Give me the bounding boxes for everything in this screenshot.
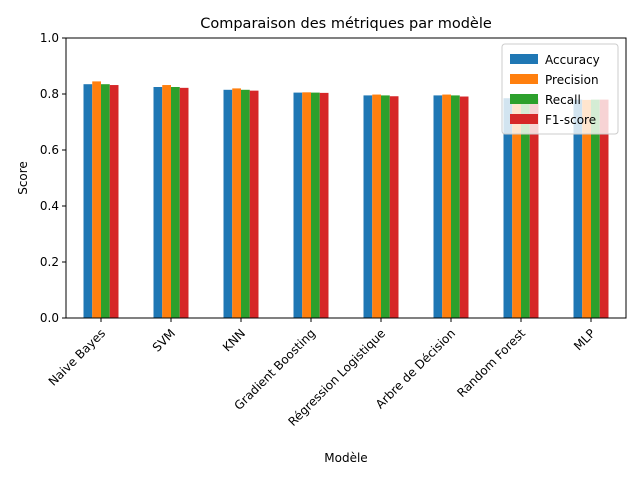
plot-frame [65, 37, 627, 319]
legend: Accuracy Precision Recall F1-score [501, 43, 619, 135]
bar-f1-score-3 [319, 92, 329, 318]
bar-f1-score-0 [109, 85, 119, 318]
bar-recall-3 [311, 92, 320, 318]
x-tick-label: SVM [150, 326, 178, 354]
bar-precision-4 [372, 94, 381, 318]
bar-precision-6 [512, 97, 521, 318]
bar-f1-score-4 [389, 96, 399, 319]
y-tick-label: 0.0 [40, 311, 59, 325]
x-axis-label: Modèle [324, 451, 367, 465]
legend-label: Accuracy [545, 53, 600, 67]
x-tick-label: Arbre de Décision [373, 326, 458, 411]
y-axis: 0.0 0.2 0.4 0.6 0.8 1.0 [40, 31, 66, 325]
bar-accuracy-5 [433, 95, 443, 319]
x-tick-label: Naive Bayes [46, 326, 108, 388]
bar-accuracy-7 [573, 99, 583, 318]
bar-precision-3 [302, 92, 311, 318]
legend-swatch-recall [510, 94, 538, 104]
bar-accuracy-2 [223, 89, 233, 318]
bar-f1-score-2 [249, 90, 259, 318]
bar-recall-7 [591, 99, 600, 318]
bar-accuracy-1 [153, 87, 163, 318]
bar-recall-4 [381, 95, 390, 319]
y-tick-label: 0.4 [40, 199, 59, 213]
bar-recall-1 [171, 87, 180, 318]
legend-label: F1-score [545, 113, 596, 127]
bar-f1-score-6 [529, 98, 539, 318]
bar-precision-1 [162, 85, 171, 318]
bar-f1-score-7 [599, 99, 609, 318]
y-tick-label: 1.0 [40, 31, 59, 45]
bar-accuracy-6 [503, 98, 513, 318]
legend-label: Recall [545, 93, 581, 107]
legend-swatch-f1-score [510, 114, 538, 124]
bar-precision-7 [582, 99, 591, 318]
bar-precision-5 [442, 94, 451, 318]
bar-recall-6 [521, 98, 530, 318]
y-tick-label: 0.8 [40, 87, 59, 101]
legend-label: Precision [545, 73, 599, 87]
y-tick-label: 0.6 [40, 143, 59, 157]
y-tick-label: 0.2 [40, 255, 59, 269]
bar-f1-score-5 [459, 96, 469, 319]
bar-recall-2 [241, 89, 250, 318]
legend-swatch-accuracy [510, 54, 538, 64]
bar-precision-0 [92, 81, 101, 319]
bar-precision-2 [232, 88, 241, 319]
bar-recall-0 [101, 84, 110, 318]
legend-swatch-precision [510, 74, 538, 84]
x-tick-label: Random Forest [454, 326, 528, 400]
legend-box [501, 43, 619, 135]
bar-f1-score-1 [179, 87, 189, 318]
x-tick-label: KNN [220, 326, 248, 354]
x-tick-label: MLP [571, 326, 598, 353]
chart-title: Comparaison des métriques par modèle [200, 16, 492, 32]
y-axis-label: Score [16, 161, 30, 195]
bars-group [83, 81, 609, 319]
bar-accuracy-0 [83, 84, 93, 318]
bar-accuracy-3 [293, 92, 303, 318]
bar-recall-5 [451, 95, 460, 319]
bar-accuracy-4 [363, 95, 373, 319]
